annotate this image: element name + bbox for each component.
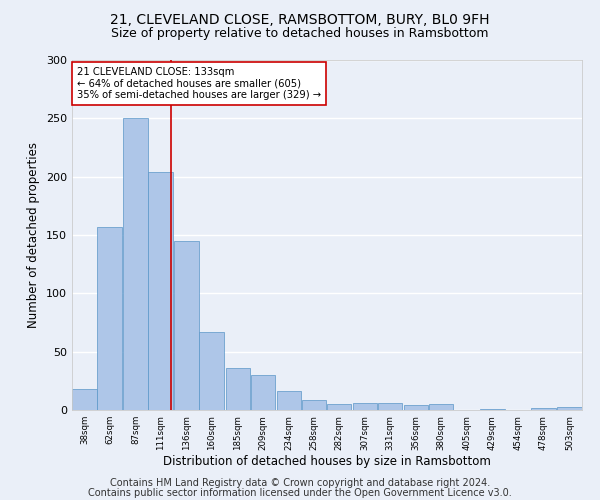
Bar	[404, 406, 428, 410]
Text: Size of property relative to detached houses in Ramsbottom: Size of property relative to detached ho…	[111, 28, 489, 40]
X-axis label: Distribution of detached houses by size in Ramsbottom: Distribution of detached houses by size …	[163, 456, 491, 468]
Bar	[124, 118, 148, 410]
Bar	[97, 227, 122, 410]
Bar	[199, 332, 224, 410]
Bar	[480, 409, 505, 410]
Bar	[353, 403, 377, 410]
Bar	[531, 408, 556, 410]
Text: 21, CLEVELAND CLOSE, RAMSBOTTOM, BURY, BL0 9FH: 21, CLEVELAND CLOSE, RAMSBOTTOM, BURY, B…	[110, 12, 490, 26]
Bar	[327, 404, 351, 410]
Bar	[557, 406, 582, 410]
Bar	[277, 392, 301, 410]
Bar	[226, 368, 250, 410]
Text: Contains HM Land Registry data © Crown copyright and database right 2024.: Contains HM Land Registry data © Crown c…	[110, 478, 490, 488]
Y-axis label: Number of detached properties: Number of detached properties	[28, 142, 40, 328]
Bar	[175, 241, 199, 410]
Text: Contains public sector information licensed under the Open Government Licence v3: Contains public sector information licen…	[88, 488, 512, 498]
Bar	[378, 403, 403, 410]
Bar	[251, 375, 275, 410]
Bar	[72, 389, 97, 410]
Bar	[148, 172, 173, 410]
Bar	[429, 404, 454, 410]
Text: 21 CLEVELAND CLOSE: 133sqm
← 64% of detached houses are smaller (605)
35% of sem: 21 CLEVELAND CLOSE: 133sqm ← 64% of deta…	[77, 67, 321, 100]
Bar	[302, 400, 326, 410]
